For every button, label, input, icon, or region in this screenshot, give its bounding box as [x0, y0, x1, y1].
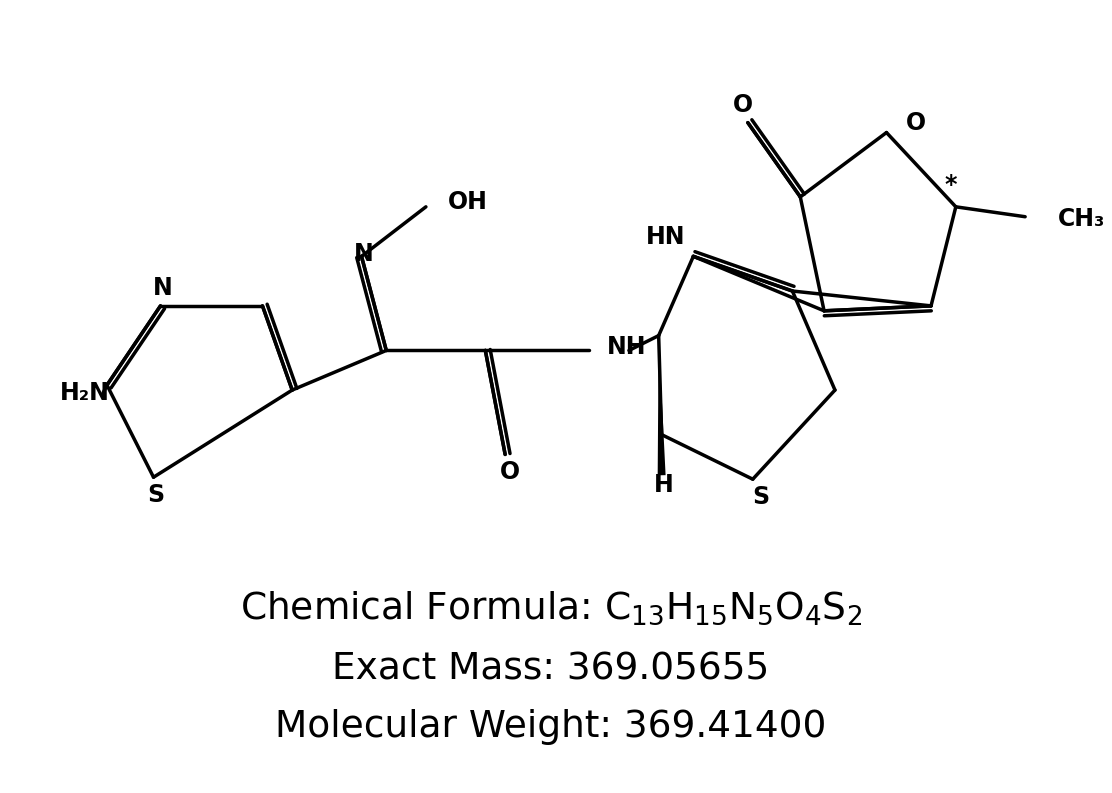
Text: S: S — [752, 485, 770, 509]
Text: H₂N: H₂N — [59, 381, 109, 405]
Text: O: O — [500, 460, 520, 485]
Text: N: N — [152, 276, 172, 300]
Text: OH: OH — [448, 190, 487, 214]
Text: HN: HN — [646, 224, 685, 248]
Text: Molecular Weight: 369.41400: Molecular Weight: 369.41400 — [275, 709, 826, 745]
Text: Chemical Formula: C$_{13}$H$_{15}$N$_{5}$O$_{4}$S$_{2}$: Chemical Formula: C$_{13}$H$_{15}$N$_{5}… — [240, 589, 862, 626]
Text: NH: NH — [607, 335, 647, 359]
Polygon shape — [657, 335, 666, 475]
Text: O: O — [733, 93, 753, 117]
Text: CH₃: CH₃ — [1058, 207, 1105, 231]
Text: *: * — [944, 173, 957, 197]
Text: O: O — [906, 111, 926, 135]
Text: N: N — [354, 243, 374, 266]
Text: H: H — [654, 473, 674, 497]
Text: Exact Mass: 369.05655: Exact Mass: 369.05655 — [332, 651, 770, 688]
Text: S: S — [147, 483, 165, 507]
